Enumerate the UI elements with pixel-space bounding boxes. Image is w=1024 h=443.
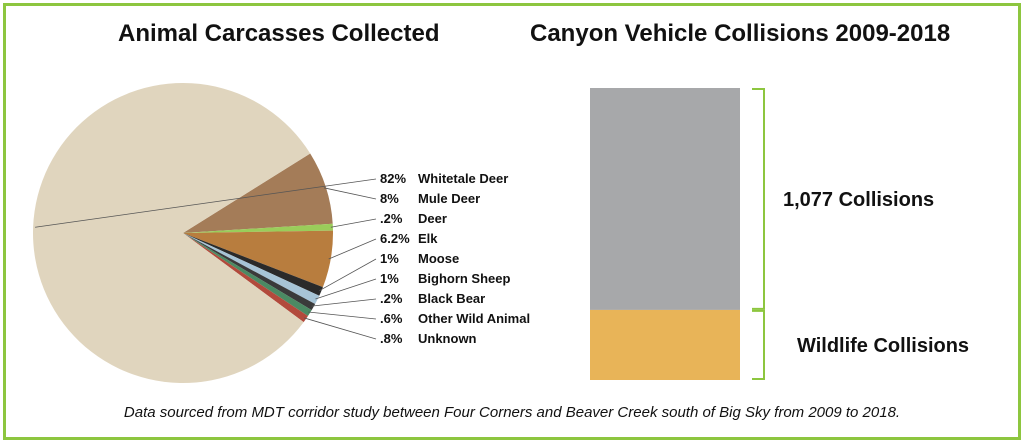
- legend-label: Elk: [418, 231, 438, 246]
- legend-leader-line: [308, 311, 377, 320]
- legend-leader-line: [323, 187, 377, 200]
- bar-bracket: [752, 309, 765, 380]
- legend-label: Moose: [418, 251, 459, 266]
- legend-leader-line: [304, 317, 377, 340]
- pie-slice-unknown: [183, 233, 308, 323]
- legend-label: Black Bear: [418, 291, 485, 306]
- legend-label: Unknown: [418, 331, 477, 346]
- legend-leader-line: [319, 258, 377, 292]
- pie-slice-whitetale-deer: [33, 82, 311, 384]
- bar-segment-label: 1,077 Collisions: [783, 189, 934, 211]
- legend-leader-line: [328, 238, 377, 260]
- bar-bracket: [752, 88, 765, 310]
- legend-label: Mule Deer: [418, 191, 480, 206]
- pie-legend: 82% Whitetale Deer 8% Mule Deer .2% Deer 6.2% E…: [35, 171, 530, 346]
- outer-frame: [3, 3, 1021, 440]
- legend-pct: .6%: [380, 311, 403, 326]
- pie-chart: [33, 82, 333, 384]
- bar-segment-total-collisions: [590, 88, 740, 310]
- legend-pct: .2%: [380, 211, 403, 226]
- legend-pct: 1%: [380, 271, 399, 286]
- legend-pct: 1%: [380, 251, 399, 266]
- pie-slice-deer: [183, 223, 333, 233]
- legend-pct: .8%: [380, 331, 403, 346]
- legend-label: Bighorn Sheep: [418, 271, 511, 286]
- legend-pct: 8%: [380, 191, 399, 206]
- pie-slice-moose: [183, 233, 323, 296]
- pie-slice-mule-deer: [183, 153, 333, 233]
- pie-slice-elk: [183, 230, 333, 288]
- legend-label: Whitetale Deer: [418, 171, 508, 186]
- legend-leader-line: [330, 218, 377, 228]
- legend-pct: 82%: [380, 171, 406, 186]
- stacked-bar-chart: 1,077 Collisions Wildlife Collisions: [590, 88, 969, 380]
- bar-chart-title: Canyon Vehicle Collisions 2009-2018: [530, 20, 951, 47]
- bar-segment-wildlife-collisions: [590, 309, 740, 380]
- legend-pct: 6.2%: [380, 231, 410, 246]
- legend-leader-line: [35, 178, 377, 228]
- pie-slice-black-bear: [183, 233, 316, 311]
- legend-leader-line: [311, 298, 377, 307]
- legend-label: Other Wild Animal: [418, 311, 530, 326]
- legend-leader-line: [315, 278, 377, 300]
- pie-slice-other-wild-animal: [183, 233, 312, 317]
- bar-segment-label: Wildlife Collisions: [797, 335, 969, 357]
- legend-label: Deer: [418, 211, 447, 226]
- legend-pct: .2%: [380, 291, 403, 306]
- pie-slice-bighorn-sheep: [183, 233, 320, 305]
- pie-chart-title: Animal Carcasses Collected: [118, 20, 440, 47]
- footnote: Data sourced from MDT corridor study bet…: [123, 404, 901, 421]
